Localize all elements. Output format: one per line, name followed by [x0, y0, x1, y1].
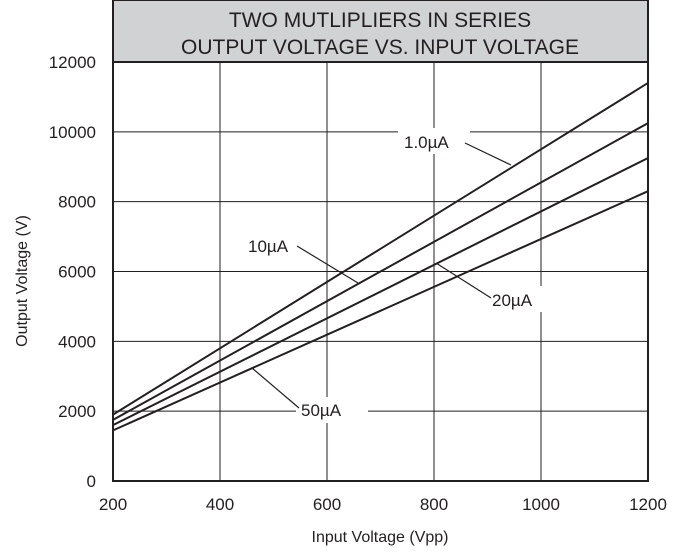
x-tick-label: 1000	[522, 495, 560, 514]
chart-title-line-2: OUTPUT VOLTAGE VS. INPUT VOLTAGE	[181, 36, 579, 59]
x-tick-label: 400	[206, 495, 234, 514]
series-line-2	[112, 157, 649, 427]
label-50ua: 50µA	[301, 401, 342, 420]
label-1ua: 1.0µA	[404, 133, 449, 152]
series-line-1	[112, 122, 649, 421]
leader-50ua	[251, 367, 300, 409]
y-tick-label: 6000	[58, 263, 96, 282]
y-tick-label: 2000	[58, 402, 96, 421]
series-lines	[112, 82, 649, 432]
series-line-0	[112, 82, 649, 416]
leader-1ua	[464, 142, 512, 166]
x-tick-label: 200	[99, 495, 127, 514]
y-tick-label: 4000	[58, 332, 96, 351]
y-axis-label: Output Voltage (V)	[14, 215, 31, 347]
label-20ua: 20µA	[492, 291, 533, 310]
series-line-3	[112, 190, 649, 432]
label-bg-20ua	[488, 286, 546, 312]
plot-frame	[112, 0, 649, 482]
x-tick-label: 600	[313, 495, 341, 514]
title-band	[113, 0, 648, 62]
x-axis-label: Input Voltage (Vpp)	[312, 529, 449, 546]
y-tick-label: 10000	[49, 123, 96, 142]
label-bg-1ua	[398, 128, 470, 154]
label-bg-10ua	[244, 233, 302, 259]
y-tick-label: 12000	[49, 53, 96, 72]
tick-labels: 200 400 600 800 1000 120002000400060008000100…	[49, 53, 667, 514]
label-bg-50ua	[296, 397, 368, 423]
label-10ua: 10µA	[248, 237, 289, 256]
leader-10ua	[296, 245, 359, 284]
x-tick-label: 1200	[629, 495, 667, 514]
x-tick-label: 800	[420, 495, 448, 514]
y-tick-label: 0	[87, 472, 96, 491]
leader-20ua	[435, 262, 492, 299]
chart-title-line-1: TWO MUTLIPLIERS IN SERIES	[229, 9, 531, 32]
y-tick-label: 8000	[58, 193, 96, 212]
annotations: 1.0µA 10µA 20µA 50µA	[244, 128, 546, 423]
